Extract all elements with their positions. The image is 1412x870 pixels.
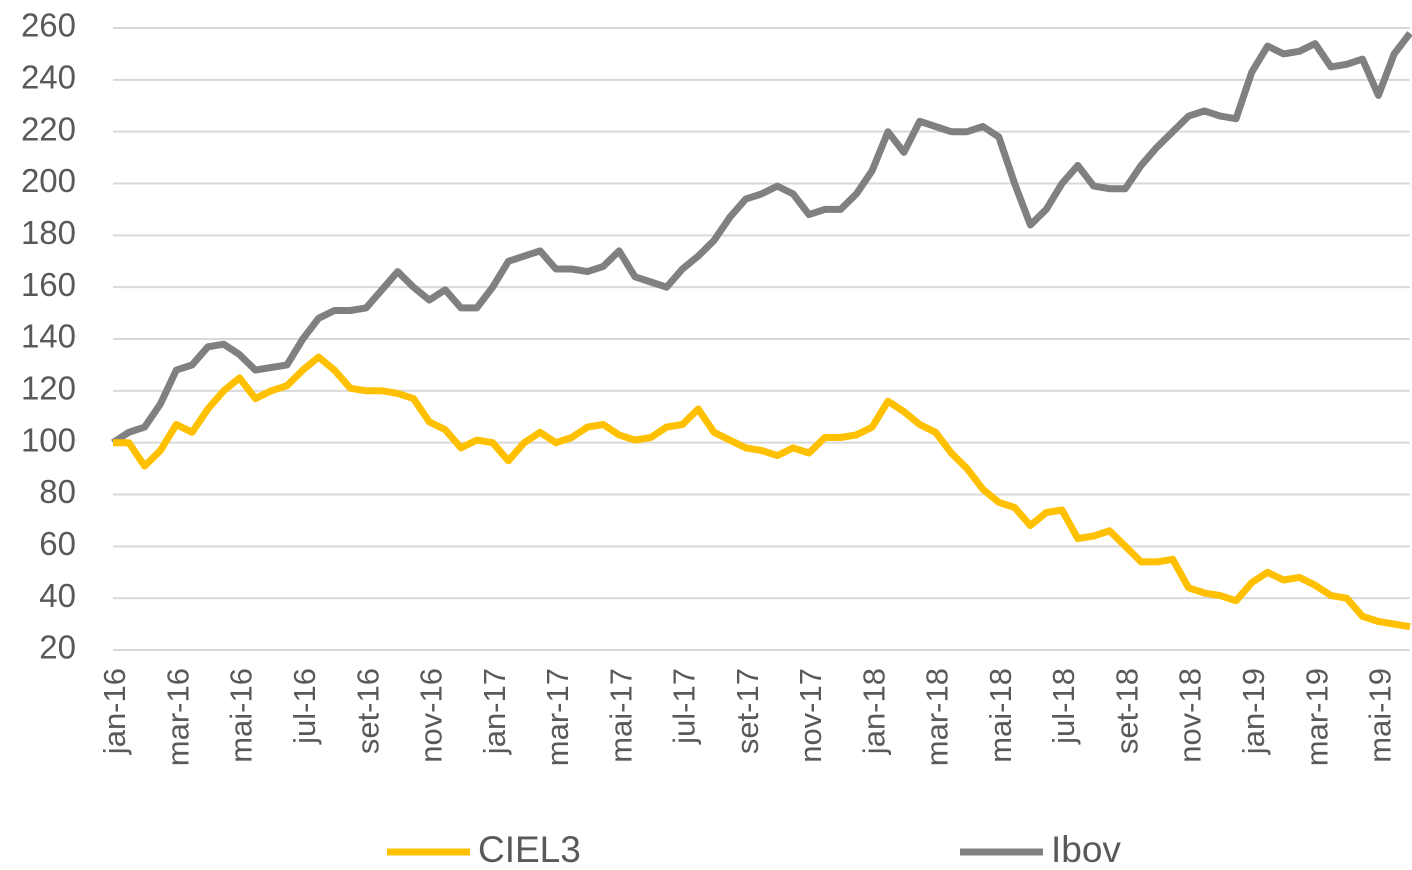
x-tick-label: mai-19: [1363, 668, 1398, 763]
y-tick-label: 60: [39, 525, 76, 562]
x-tick-label: mar-19: [1299, 668, 1334, 766]
x-tick-label: set-17: [730, 668, 765, 754]
x-tick-label: mar-17: [540, 668, 575, 766]
y-tick-label: 140: [21, 318, 76, 355]
x-tick-label: mar-18: [920, 668, 955, 766]
x-tick-label: nov-16: [414, 668, 449, 763]
y-tick-label: 40: [39, 577, 76, 614]
y-tick-label: 260: [21, 7, 76, 44]
x-tick-label: jul-17: [667, 668, 702, 745]
x-tick-label: jul-18: [1046, 668, 1081, 745]
y-tick-label: 100: [21, 421, 76, 458]
x-tick-label: jan-16: [97, 668, 132, 755]
x-tick-label: jan-19: [1236, 668, 1271, 755]
legend-label: CIEL3: [478, 829, 581, 870]
y-tick-label: 240: [21, 59, 76, 96]
y-tick-label: 200: [21, 162, 76, 199]
x-tick-label: jul-16: [287, 668, 322, 745]
y-tick-label: 120: [21, 370, 76, 407]
x-tick-label: jan-17: [477, 668, 512, 755]
y-tick-label: 180: [21, 214, 76, 251]
y-tick-label: 160: [21, 266, 76, 303]
x-tick-label: mar-16: [160, 668, 195, 766]
y-tick-label: 80: [39, 473, 76, 510]
x-tick-label: set-18: [1109, 668, 1144, 754]
line-series: [111, 31, 1412, 446]
x-tick-label: mai-18: [983, 668, 1018, 763]
x-tick-label: jan-18: [856, 668, 891, 755]
legend-label: Ibov: [1051, 829, 1121, 870]
x-tick-label: mai-17: [603, 668, 638, 763]
x-tick-label: nov-17: [793, 668, 828, 763]
x-tick-label: nov-18: [1173, 668, 1208, 763]
line-series: [113, 353, 1411, 631]
y-tick-label: 20: [39, 629, 76, 666]
x-tick-label: set-16: [350, 668, 385, 754]
x-tick-label: mai-16: [224, 668, 259, 763]
y-tick-label: 220: [21, 110, 76, 147]
